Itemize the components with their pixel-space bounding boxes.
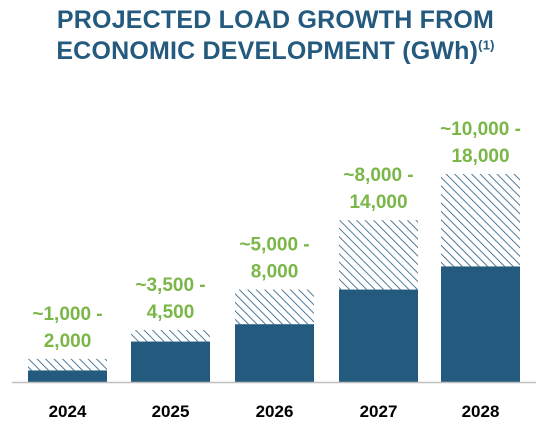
- data-label-2025-line-1: ~3,500 -: [135, 275, 205, 296]
- bar-range-2025: [131, 330, 210, 342]
- data-label-2026-line-1: ~5,000 -: [239, 235, 309, 256]
- x-tick-label-2026: 2026: [256, 402, 294, 421]
- data-label-2027-line-1: ~8,000 -: [343, 165, 413, 186]
- data-label-2026-line-2: 8,000: [251, 262, 299, 283]
- x-tick-label-2028: 2028: [462, 402, 500, 421]
- bar-solid-2025: [131, 341, 210, 382]
- data-label-2024-line-2: 2,000: [44, 331, 92, 352]
- data-label-2028-line-1: ~10,000 -: [440, 119, 521, 140]
- bar-range-2028: [441, 174, 520, 267]
- bar-range-2027: [339, 220, 418, 290]
- bar-range-2026: [235, 289, 314, 325]
- bar-solid-2027: [339, 289, 418, 382]
- data-label-2027-line-2: 14,000: [349, 192, 407, 213]
- chart-title-line-2: ECONOMIC DEVELOPMENT (GWh)(1): [0, 36, 551, 67]
- labels-group: ~1,000 - 2,000 2024 ~3,500 - 4,500 2025 ~5,000…: [32, 119, 521, 421]
- bar-range-2024: [28, 358, 107, 371]
- data-label-2028-line-2: 18,000: [451, 146, 509, 167]
- data-label-2025-line-2: 4,500: [147, 302, 195, 323]
- chart-title-line-2-text: ECONOMIC DEVELOPMENT (GWh): [56, 37, 479, 65]
- bar-solid-2028: [441, 266, 520, 382]
- x-tick-label-2024: 2024: [49, 402, 87, 421]
- footnote-marker: (1): [478, 37, 495, 53]
- data-label-2024-line-1: ~1,000 -: [32, 304, 102, 325]
- bar-solid-2024: [28, 370, 107, 382]
- bar-solid-2026: [235, 324, 314, 382]
- bars-group: [28, 174, 520, 382]
- chart-title-line-1: PROJECTED LOAD GROWTH FROM: [56, 6, 495, 34]
- chart-title: PROJECTED LOAD GROWTH FROM ECONOMIC DEVE…: [0, 5, 551, 67]
- x-tick-label-2025: 2025: [152, 402, 190, 421]
- x-tick-label-2027: 2027: [360, 402, 398, 421]
